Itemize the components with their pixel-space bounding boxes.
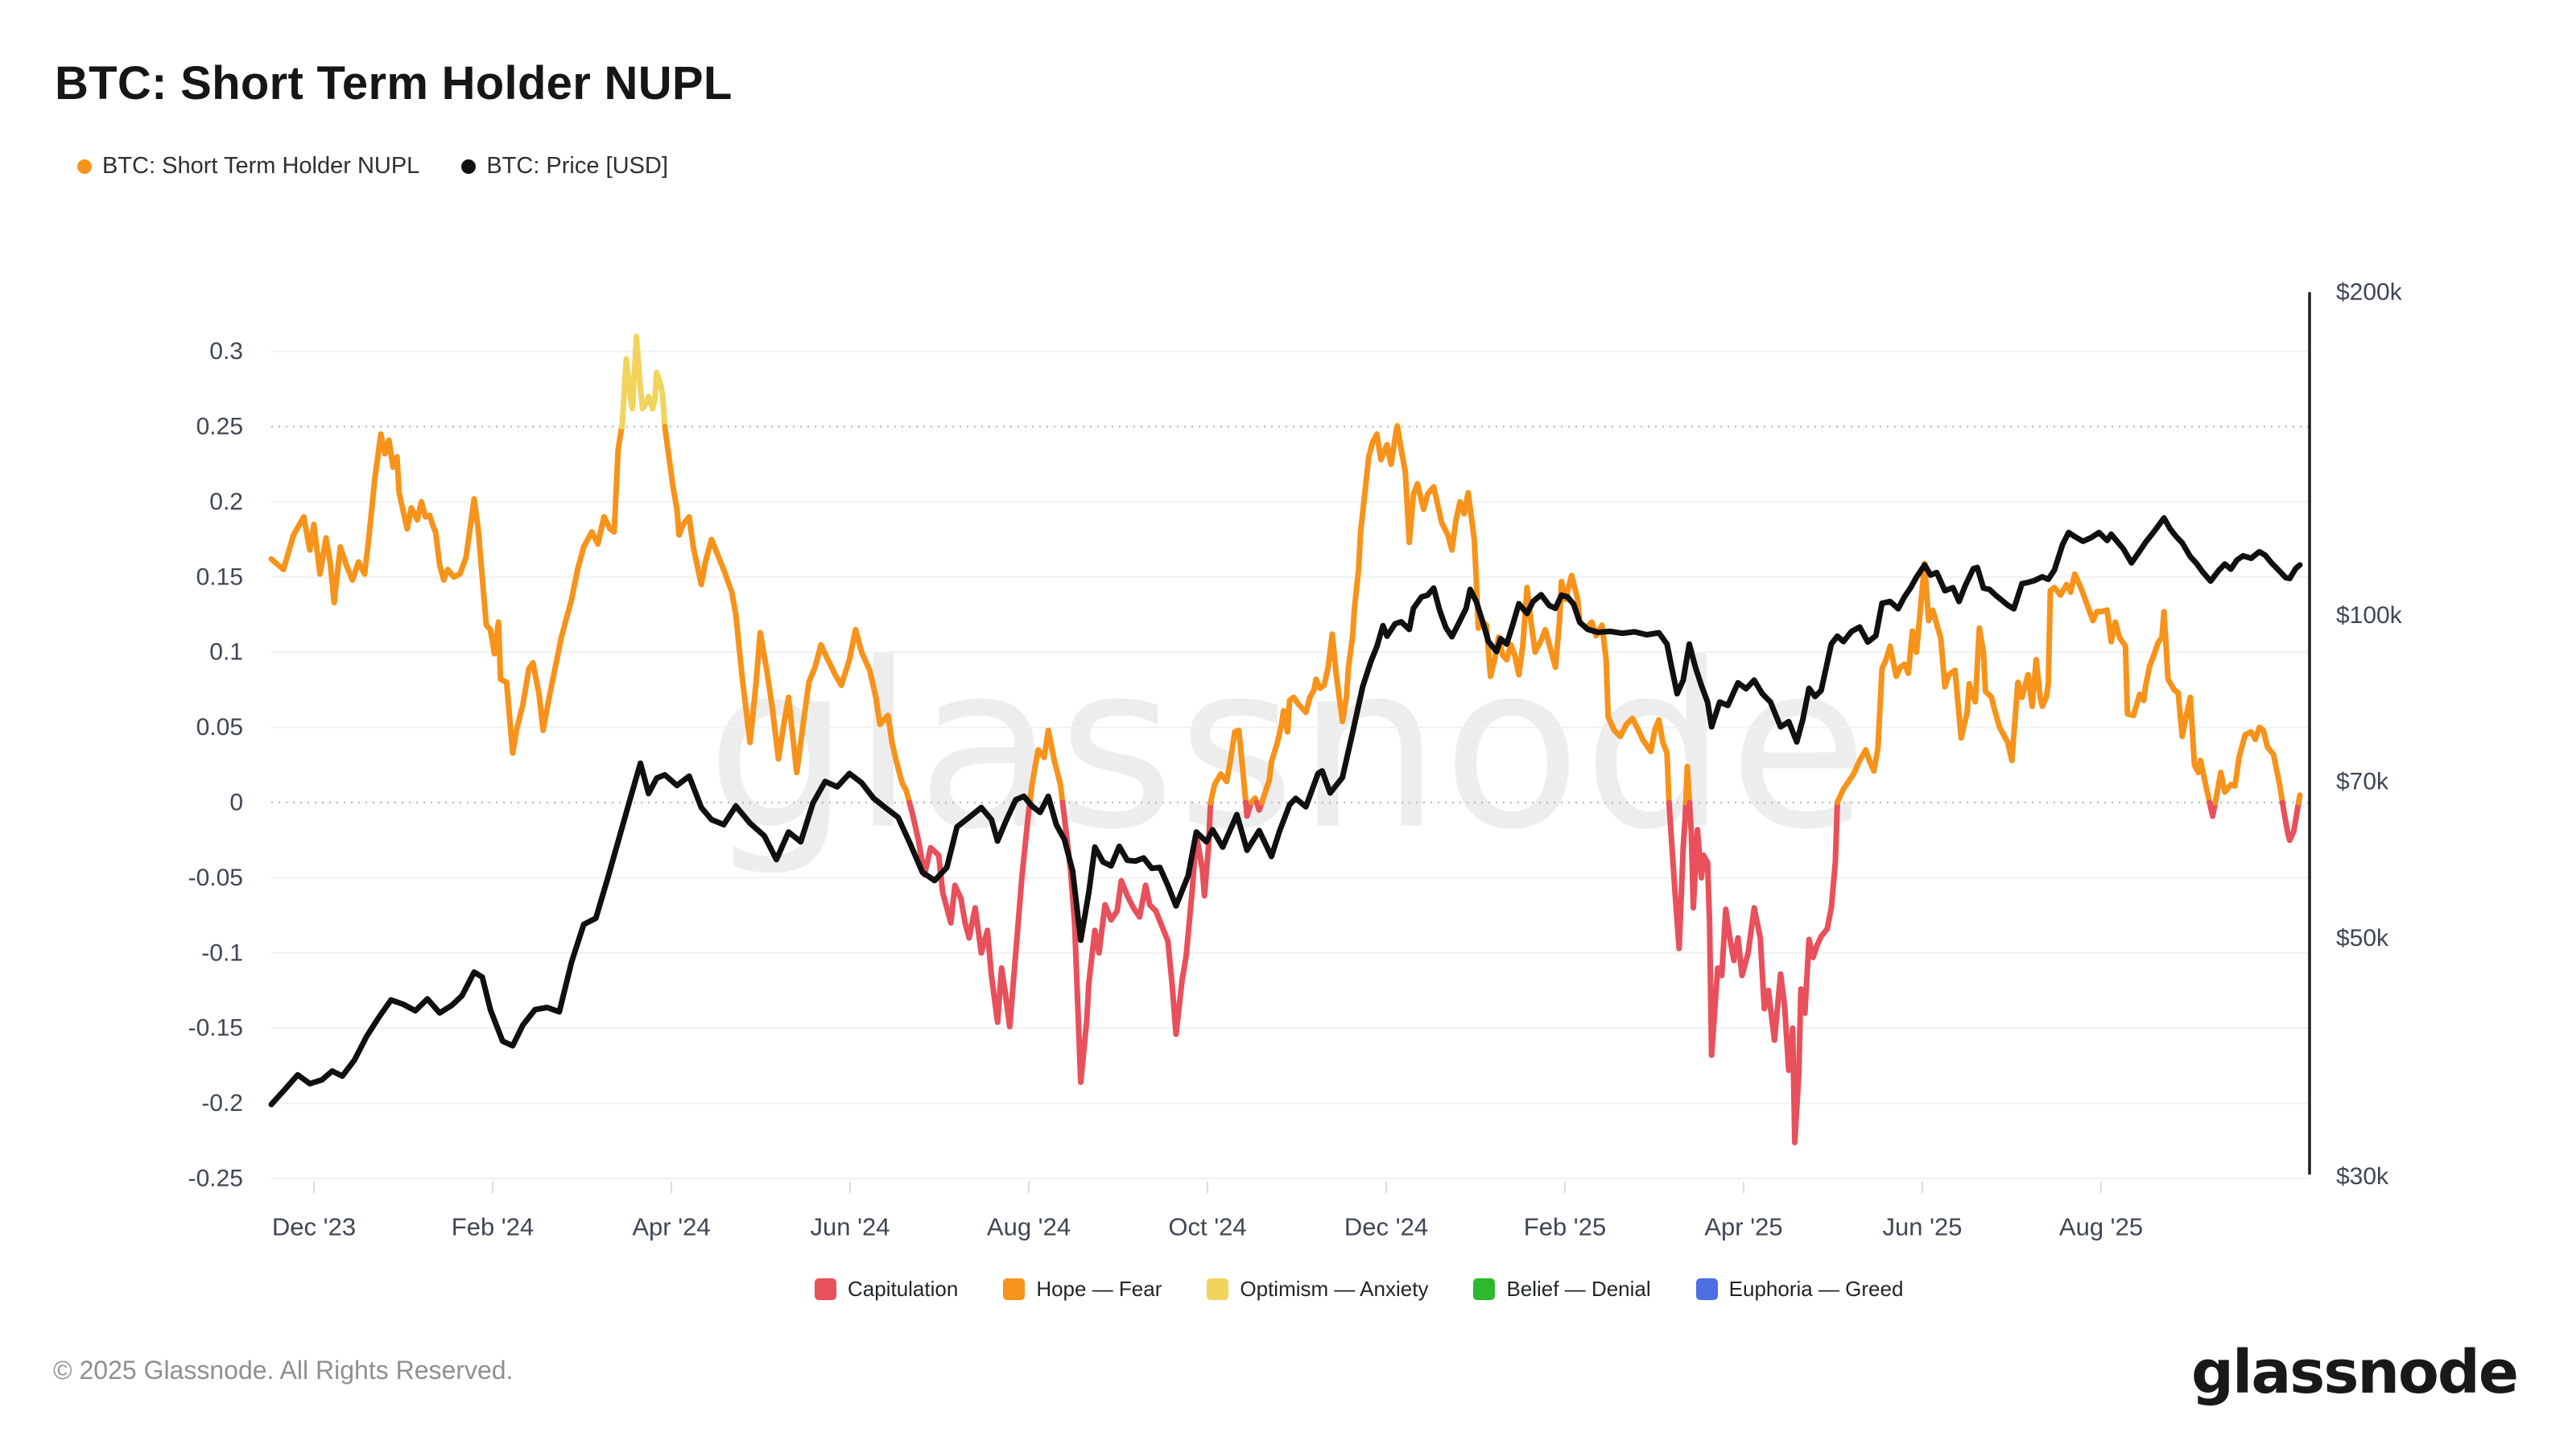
legend-swatch-icon	[1473, 1278, 1496, 1300]
x-axis-tick-label: Aug '25	[2059, 1213, 2143, 1241]
legend-label: Hope — Fear	[1036, 1277, 1162, 1301]
nupl-line-segment	[1026, 727, 1066, 806]
left-axis-tick-label: -0.2	[201, 1090, 243, 1117]
left-axis-tick-label: 0.25	[196, 414, 243, 440]
page-title: BTC: Short Term Holder NUPL	[55, 57, 733, 109]
x-axis-tick-label: Feb '25	[1524, 1213, 1606, 1241]
x-axis-tick-label: Dec '23	[272, 1213, 356, 1241]
legend-swatch-icon	[815, 1278, 836, 1300]
left-axis-tick-label: -0.15	[188, 1015, 243, 1042]
right-axis-tick-label: $100k	[2336, 602, 2403, 629]
x-axis-tick-label: Jun '25	[1883, 1213, 1963, 1241]
right-axis-tick-label: $30k	[2336, 1163, 2389, 1190]
nupl-line-segment	[1059, 799, 1214, 1085]
glassnode-logo[interactable]: glassnode	[2191, 1338, 2519, 1407]
band-legend-item[interactable]: Capitulation	[815, 1277, 958, 1302]
nupl-line-segment	[1394, 423, 1672, 806]
legend-swatch-icon	[1695, 1278, 1718, 1300]
left-axis-tick-label: 0.1	[209, 639, 243, 666]
left-axis-tick-label: 0.05	[196, 714, 243, 741]
x-axis-tick-label: Dec '24	[1344, 1213, 1428, 1241]
left-axis-tick-label: 0.3	[209, 338, 243, 365]
band-legend-item[interactable]: Optimism — Anxiety	[1207, 1277, 1428, 1302]
legend-swatch-icon	[1003, 1278, 1026, 1300]
band-legend-item[interactable]: Belief — Denial	[1473, 1277, 1651, 1302]
left-axis-tick-label: 0	[229, 790, 243, 816]
nupl-line-segment	[268, 423, 625, 756]
legend-label: Optimism — Anxiety	[1240, 1277, 1429, 1301]
nupl-line-segment	[906, 799, 1033, 1030]
legend-swatch-icon	[1207, 1278, 1229, 1300]
x-axis-tick-label: Apr '24	[632, 1213, 710, 1241]
nupl-line-segment	[1834, 560, 2213, 806]
nupl-line-segment	[2212, 724, 2285, 806]
nupl-line-segment	[618, 333, 668, 430]
x-axis-tick-label: Oct '24	[1168, 1213, 1246, 1241]
nupl-line-segment	[2295, 792, 2303, 806]
x-axis-tick-label: Aug '24	[987, 1213, 1071, 1241]
x-axis-tick-label: Apr '25	[1704, 1213, 1782, 1241]
copyright-text: © 2025 Glassnode. All Rights Reserved.	[53, 1356, 514, 1385]
nupl-line-segment	[2279, 799, 2301, 844]
watermark: glassnode	[706, 614, 1870, 880]
top-legend: BTC: Short Term Holder NUPL BTC: Price [U…	[77, 153, 668, 180]
band-legend-item[interactable]: Hope — Fear	[1003, 1277, 1162, 1302]
x-axis-tick-label: Feb '24	[452, 1213, 534, 1241]
band-legend: Capitulation Hope — Fear Optimism — Anxiet…	[815, 1277, 1903, 1302]
right-axis-tick-label: $70k	[2336, 768, 2389, 795]
legend-label: Capitulation	[848, 1277, 959, 1301]
band-legend-item[interactable]: Euphoria — Greed	[1695, 1277, 1904, 1302]
legend-label: BTC: Short Term Holder NUPL	[102, 153, 420, 179]
legend-label: Belief — Denial	[1506, 1277, 1651, 1301]
nupl-line-segment	[1686, 799, 1840, 1146]
legend-label: Euphoria — Greed	[1728, 1277, 1904, 1301]
legend-swatch-icon	[461, 159, 477, 174]
left-axis-tick-label: 0.15	[196, 564, 243, 590]
nupl-line-segment	[2207, 799, 2219, 819]
nupl-line-segment	[1258, 423, 1400, 806]
legend-swatch-icon	[77, 159, 92, 174]
x-axis-tick-label: Jun '24	[811, 1213, 890, 1241]
legend-label: BTC: Price [USD]	[486, 153, 668, 179]
price-line	[268, 515, 2303, 1108]
left-axis-tick-label: 0.2	[209, 489, 243, 515]
nupl-line-segment	[1682, 763, 1693, 806]
series-legend-item[interactable]: BTC: Price [USD]	[461, 153, 668, 180]
nupl-line-segment	[1243, 799, 1254, 819]
nupl-line-segment	[1208, 727, 1249, 806]
right-axis-tick-label: $200k	[2336, 279, 2403, 306]
right-axis-tick-label: $50k	[2336, 925, 2389, 952]
left-axis-tick-label: -0.25	[188, 1166, 243, 1192]
nupl-line-segment	[1666, 799, 1689, 952]
nupl-line-segment	[662, 423, 913, 806]
series-legend-item[interactable]: BTC: Short Term Holder NUPL	[77, 153, 419, 180]
left-axis-tick-label: -0.05	[188, 865, 243, 891]
left-axis-tick-label: -0.1	[201, 939, 243, 966]
